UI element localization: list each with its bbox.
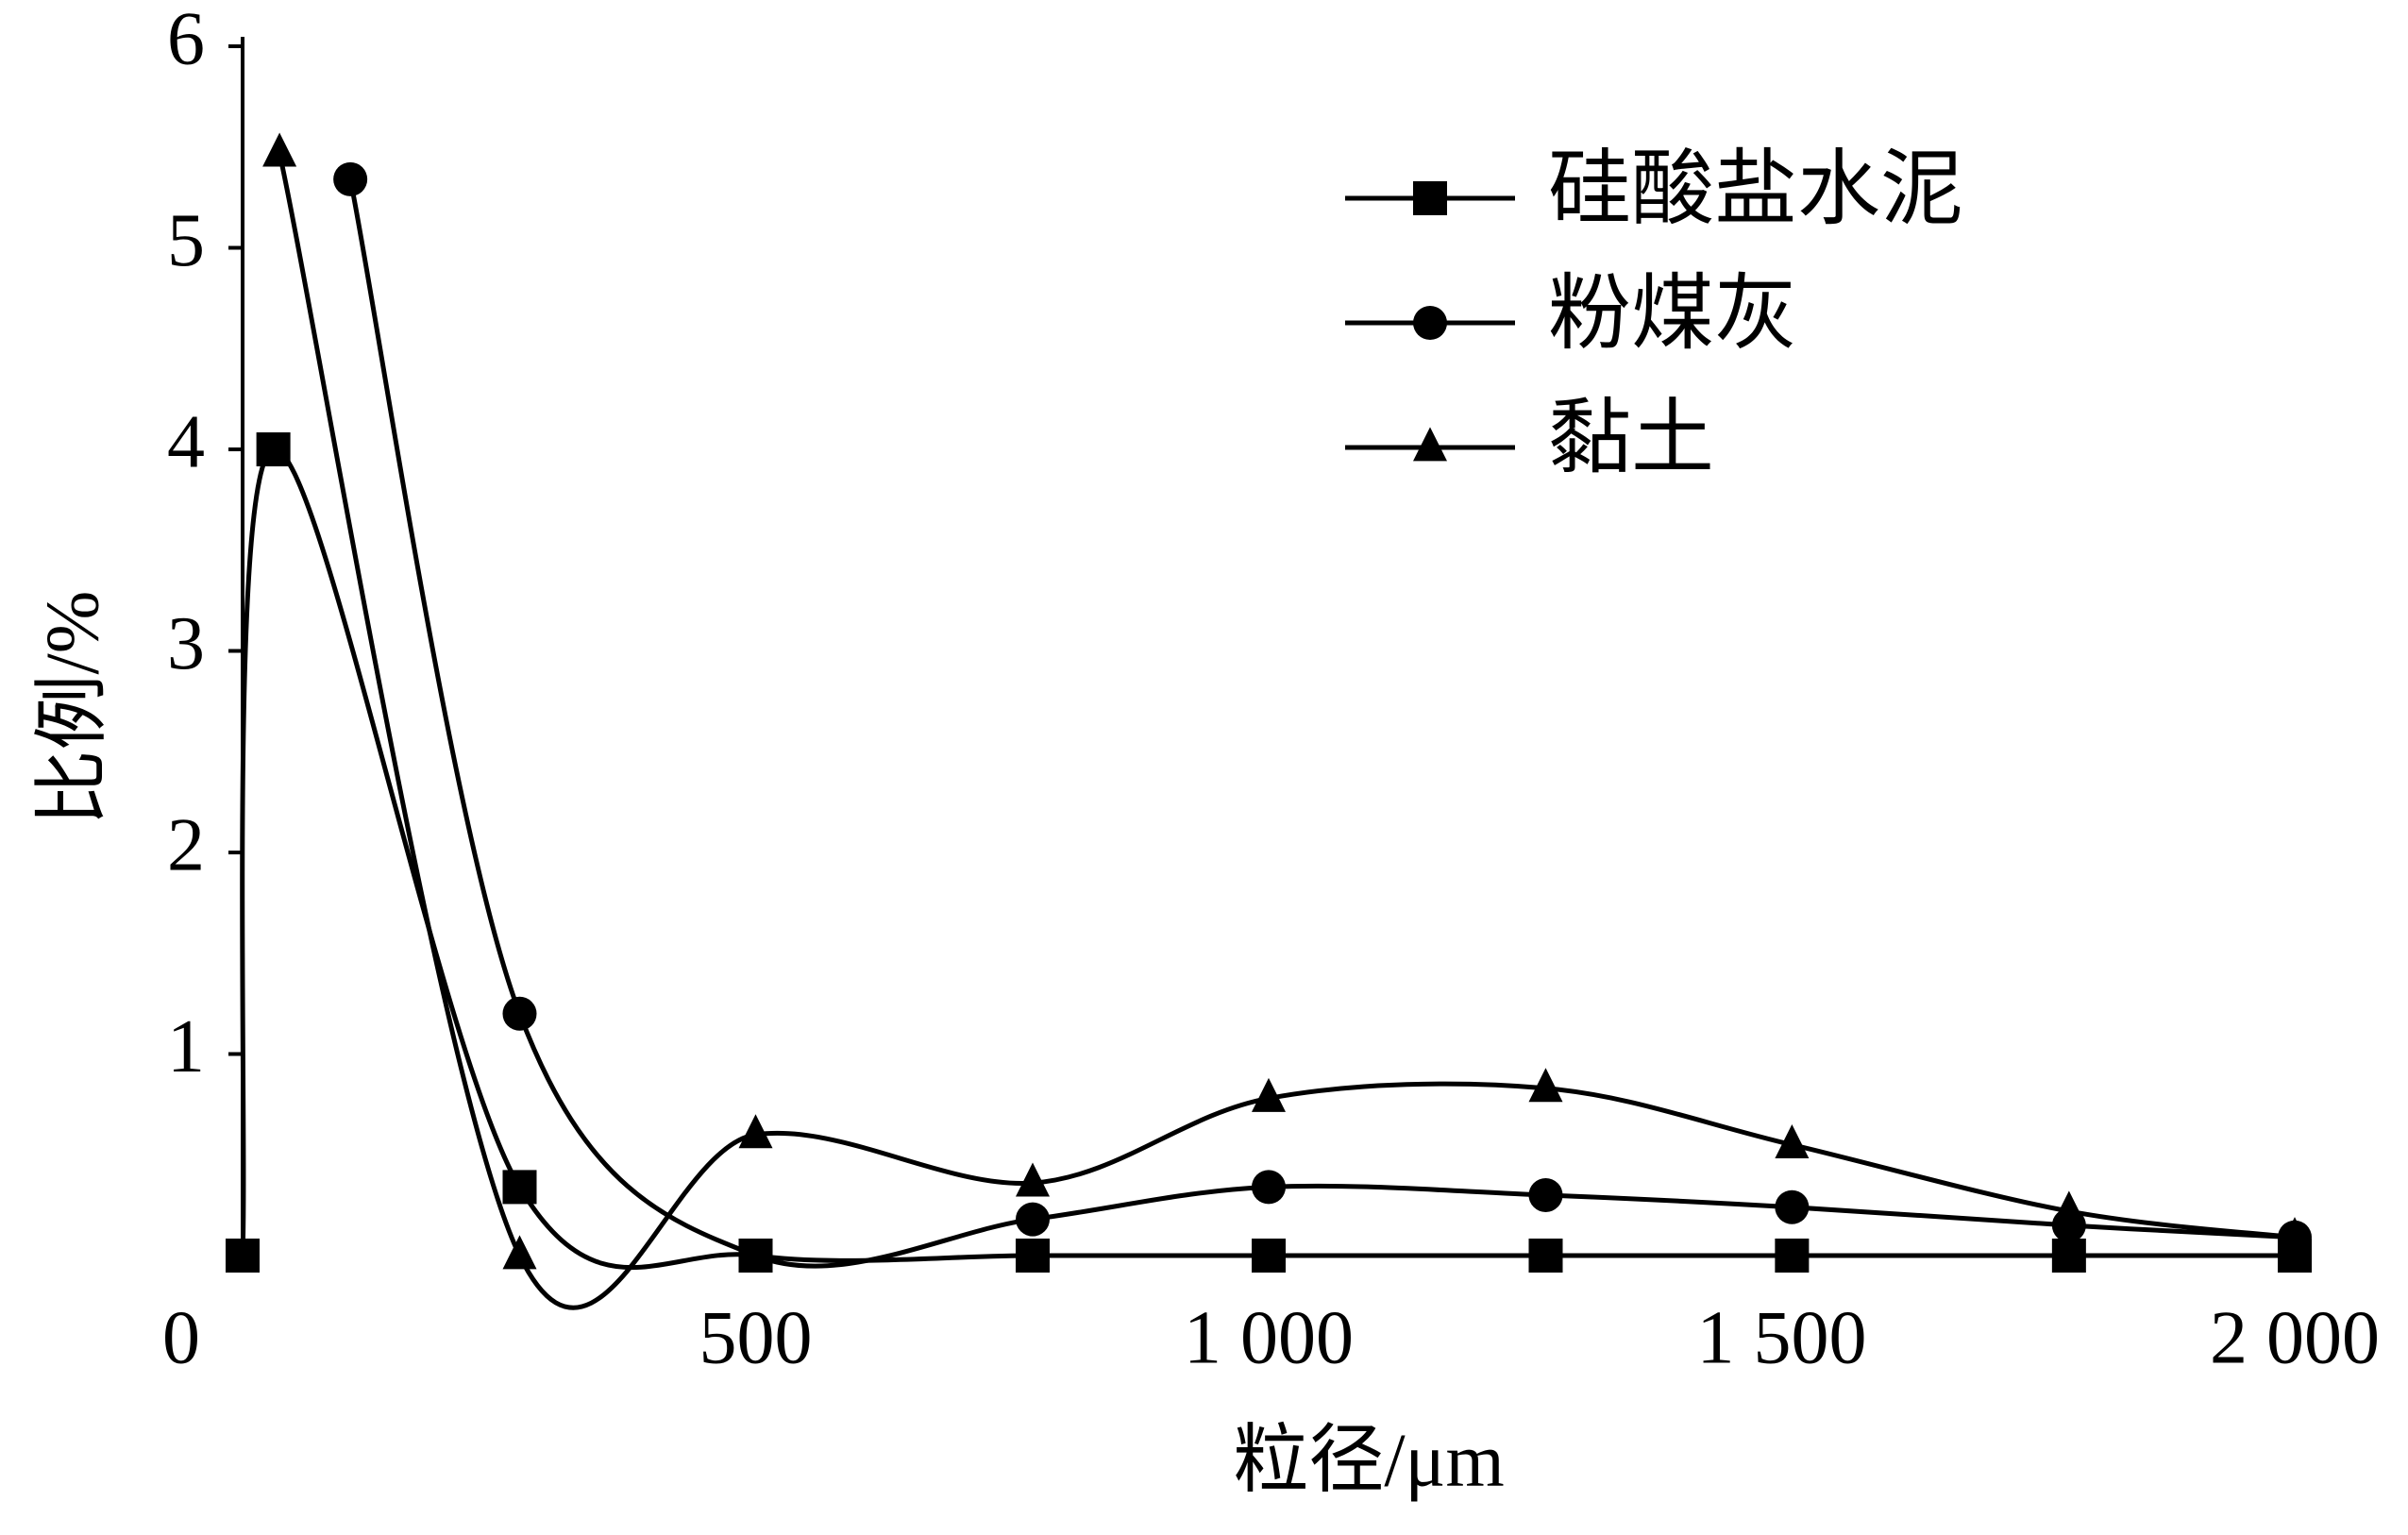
data-point — [226, 1239, 260, 1273]
data-point — [1252, 1077, 1286, 1112]
x-tick-label: 0 — [162, 1296, 200, 1379]
y-axis-label: 比例/% — [31, 591, 114, 826]
y-tick-label: 1 — [167, 1005, 205, 1088]
legend-label: 黏土 — [1548, 394, 1714, 485]
x-tick-label: 1 000 — [1184, 1296, 1354, 1379]
data-point — [502, 1235, 537, 1270]
data-point — [262, 132, 297, 167]
data-point — [1775, 1123, 1810, 1158]
y-tick-label: 5 — [167, 199, 205, 282]
data-point — [1528, 1177, 1563, 1212]
legend-label: 硅酸盐水泥 — [1548, 144, 1963, 236]
data-point — [1015, 1239, 1050, 1273]
x-tick-label: 500 — [699, 1296, 813, 1379]
data-point — [2051, 1190, 2086, 1225]
y-tick-label: 2 — [167, 803, 205, 886]
data-point — [2051, 1239, 2086, 1273]
data-point — [1775, 1239, 1810, 1273]
data-point — [1528, 1239, 1563, 1273]
data-point — [738, 1239, 773, 1273]
data-point — [502, 996, 537, 1031]
data-point — [2278, 1217, 2312, 1252]
y-tick-label: 4 — [167, 400, 205, 483]
data-point — [1252, 1239, 1286, 1273]
data-point — [1252, 1170, 1286, 1205]
data-point — [1528, 1068, 1563, 1103]
x-tick-label: 2 000 — [2210, 1296, 2380, 1379]
x-axis-label: 粒径/μm — [1233, 1419, 1504, 1502]
y-tick-label: 6 — [167, 0, 205, 80]
series-line — [347, 178, 2296, 1269]
series-line — [240, 447, 2295, 1271]
data-point — [1015, 1162, 1050, 1197]
y-tick-label: 3 — [167, 602, 205, 685]
legend-marker — [1413, 306, 1447, 340]
x-tick-label: 1 500 — [1697, 1296, 1867, 1379]
data-point — [333, 161, 368, 196]
data-point — [256, 432, 291, 466]
series-line — [277, 152, 2296, 1310]
legend-label: 粉煤灰 — [1548, 269, 1797, 361]
legend-marker — [1413, 181, 1447, 215]
data-point — [738, 1114, 773, 1149]
data-point — [1015, 1202, 1050, 1237]
data-point — [502, 1170, 537, 1205]
data-point — [1775, 1189, 1810, 1224]
legend-marker — [1413, 427, 1447, 462]
